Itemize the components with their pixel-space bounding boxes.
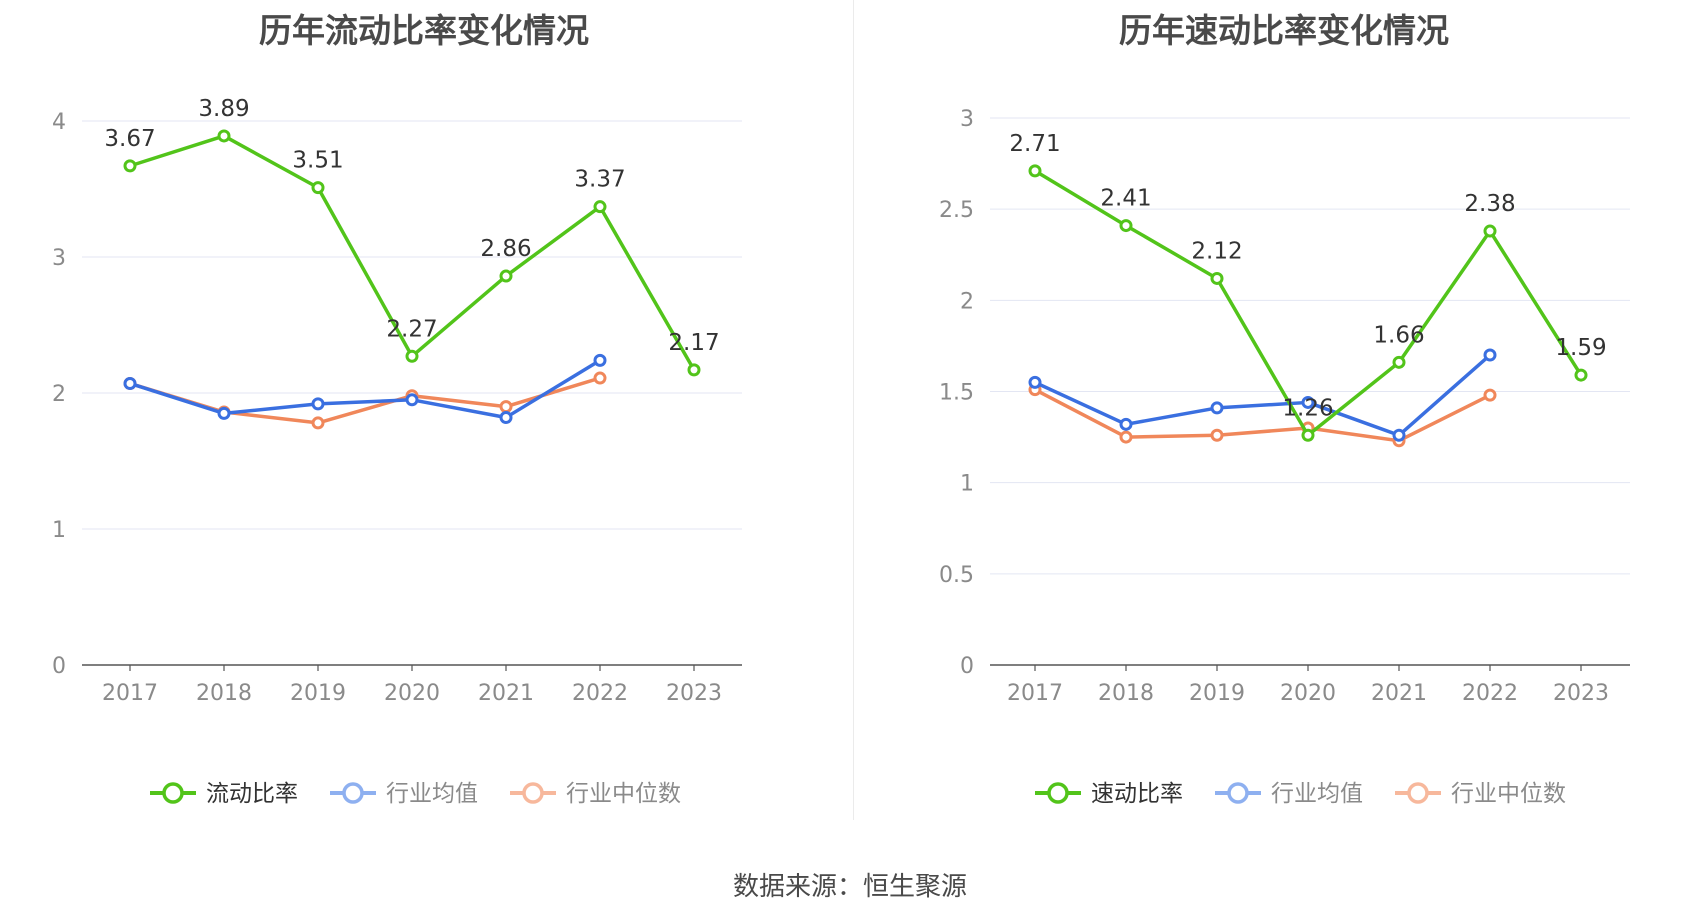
- data-label: 1.59: [1555, 335, 1606, 361]
- main-series-point: [593, 200, 607, 214]
- data-label: 1.26: [1282, 395, 1333, 421]
- y-tick-label: 2: [960, 289, 974, 314]
- industry-average-series-line: [1034, 353, 1492, 438]
- y-tick-label: 0: [960, 654, 974, 679]
- industry-average-series-point: [1210, 401, 1224, 415]
- x-tick-label: 2018: [1098, 681, 1154, 706]
- main-series-point: [1574, 368, 1588, 382]
- chart-title: 历年速动比率变化情况: [1119, 11, 1449, 50]
- data-label: 2.41: [1100, 186, 1151, 212]
- x-tick-label: 2019: [290, 681, 346, 706]
- industry-median-series-point: [593, 371, 607, 385]
- panel-divider: [853, 0, 854, 820]
- legend-label: 速动比率: [1091, 781, 1183, 807]
- x-tick-label: 2021: [478, 681, 534, 706]
- x-tick-label: 2019: [1189, 681, 1245, 706]
- main-series-point: [687, 363, 701, 377]
- data-label: 2.17: [668, 330, 719, 356]
- x-tick-label: 2020: [384, 681, 440, 706]
- industry-average-series-point: [1028, 375, 1042, 389]
- industry-average-series-point: [499, 410, 513, 424]
- main-series-point: [499, 269, 513, 283]
- y-tick-label: 3: [960, 107, 974, 132]
- y-tick-label: 1: [960, 472, 974, 497]
- industry-median-series-line: [1034, 388, 1491, 443]
- main-series-point: [1392, 355, 1406, 369]
- legend-label: 流动比率: [206, 781, 298, 807]
- chart-plot: 0 0.5 1 1.5 2 2.5 3 2017 2018 2019 2020 2021 2022 202…: [939, 107, 1630, 807]
- data-label: 3.37: [574, 167, 625, 193]
- data-label: 3.89: [198, 96, 249, 122]
- legend-label: 行业均值: [386, 781, 478, 807]
- legend-marker-icon: [342, 782, 364, 804]
- data-label: 3.51: [292, 148, 343, 174]
- main-series-point: [1119, 219, 1133, 233]
- industry-average-series-point: [593, 353, 607, 367]
- quick-ratio-chart: 历年速动比率变化情况 0 0.5 1 1.5 2 2.5 3 2017 2018 2019 2020…: [860, 0, 1700, 820]
- x-tick-label: 2023: [666, 681, 722, 706]
- data-label: 1.66: [1373, 322, 1424, 348]
- data-label: 2.27: [386, 316, 437, 342]
- industry-average-series-point: [405, 393, 419, 407]
- main-series-point: [311, 181, 325, 195]
- y-tick-label: 1: [52, 518, 66, 543]
- main-series-point: [123, 159, 137, 173]
- legend-label: 行业中位数: [1451, 781, 1566, 807]
- data-label: 2.86: [480, 236, 531, 262]
- industry-average-series-line: [129, 358, 601, 420]
- y-tick-label: 0.5: [939, 563, 974, 588]
- y-tick-label: 2.5: [939, 198, 974, 223]
- x-tick-label: 2018: [196, 681, 252, 706]
- main-series-point: [1483, 224, 1497, 238]
- chart-plot: 0 1 2 3 4 2017 2018 2019 2020 2021 2022 2023 3.67 3.8…: [52, 96, 742, 807]
- x-tick-label: 2017: [102, 681, 158, 706]
- legend-marker-icon: [1047, 782, 1069, 804]
- data-label: 2.38: [1464, 191, 1515, 217]
- x-tick-label: 2022: [572, 681, 628, 706]
- data-label: 3.67: [104, 126, 155, 152]
- industry-average-series-point: [123, 376, 137, 390]
- industry-average-series-point: [1301, 395, 1315, 409]
- chart-title: 历年流动比率变化情况: [259, 11, 589, 50]
- x-tick-label: 2021: [1371, 681, 1427, 706]
- legend-label: 行业均值: [1271, 781, 1363, 807]
- industry-median-series-point: [1119, 430, 1133, 444]
- legend-marker-icon: [1407, 782, 1429, 804]
- industry-median-series-point: [499, 400, 513, 414]
- y-tick-label: 3: [52, 246, 66, 271]
- y-tick-label: 0: [52, 654, 66, 679]
- main-series-point: [405, 349, 419, 363]
- y-tick-label: 1.5: [939, 381, 974, 406]
- industry-median-series-point: [1210, 428, 1224, 442]
- data-source: 数据来源：恒生聚源: [732, 872, 967, 902]
- industry-average-series-point: [1483, 348, 1497, 362]
- data-label: 2.12: [1191, 238, 1242, 264]
- current-ratio-chart: 历年流动比率变化情况 0 1 2 3 4 2017 2018 2019 2020 2021 2022…: [0, 0, 848, 820]
- industry-median-series-point: [311, 416, 325, 430]
- y-tick-label: 2: [52, 382, 66, 407]
- legend-label: 行业中位数: [566, 781, 681, 807]
- x-tick-label: 2022: [1462, 681, 1518, 706]
- x-tick-label: 2023: [1553, 681, 1609, 706]
- industry-average-series-point: [311, 397, 325, 411]
- main-series-point: [217, 129, 231, 143]
- industry-median-series-point: [1483, 388, 1497, 402]
- legend-marker-icon: [1227, 782, 1249, 804]
- x-tick-label: 2020: [1280, 681, 1336, 706]
- main-series-point: [1210, 271, 1224, 285]
- industry-average-series-point: [1392, 428, 1406, 442]
- main-series-point: [1301, 428, 1315, 442]
- legend-marker-icon: [522, 782, 544, 804]
- data-label: 2.71: [1009, 131, 1060, 157]
- y-tick-label: 4: [52, 110, 66, 135]
- industry-average-series-point: [1119, 417, 1133, 431]
- legend-marker-icon: [162, 782, 184, 804]
- main-series-point: [1028, 164, 1042, 178]
- x-tick-label: 2017: [1007, 681, 1063, 706]
- industry-average-series-point: [217, 406, 231, 420]
